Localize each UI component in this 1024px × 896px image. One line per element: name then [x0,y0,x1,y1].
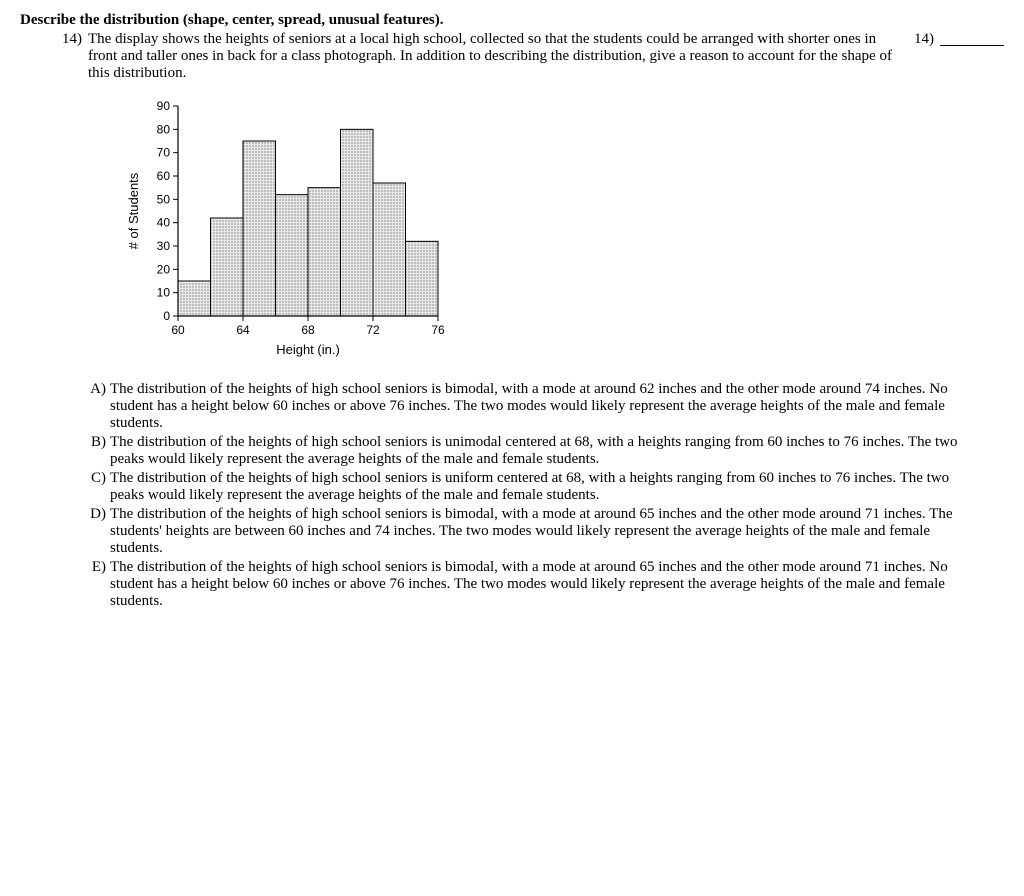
y-tick-label: 50 [157,192,171,206]
question-number-right: 14) [914,31,934,48]
y-tick-label: 90 [157,100,171,113]
histogram-bar [178,281,211,316]
question-text: The display shows the heights of seniors… [88,31,914,82]
x-tick-label: 60 [171,323,185,337]
question-number-left: 14) [20,31,88,48]
y-tick-label: 10 [157,286,171,300]
answer-text: The distribution of the heights of high … [110,559,964,610]
y-tick-label: 60 [157,169,171,183]
answer-choice[interactable]: A)The distribution of the heights of hig… [78,381,964,432]
x-tick-label: 64 [236,323,250,337]
answer-blank[interactable] [940,31,1004,46]
answer-letter: E) [78,559,110,610]
answer-text: The distribution of the heights of high … [110,470,964,504]
histogram-bar [211,218,244,316]
x-tick-label: 72 [366,323,380,337]
y-tick-label: 30 [157,239,171,253]
histogram-bar [406,241,439,316]
y-tick-label: 70 [157,146,171,160]
y-axis-label: # of Students [126,172,141,249]
answer-choice[interactable]: D)The distribution of the heights of hig… [78,506,964,557]
x-axis-label: Height (in.) [276,342,340,357]
histogram-bar [276,195,309,316]
question-row: 14) The display shows the heights of sen… [20,31,1004,82]
x-tick-label: 68 [301,323,315,337]
answer-letter: A) [78,381,110,432]
y-tick-label: 80 [157,122,171,136]
histogram-bar [341,129,374,316]
answer-text: The distribution of the heights of high … [110,381,964,432]
histogram-bar [308,188,341,316]
answer-text: The distribution of the heights of high … [110,506,964,557]
y-tick-label: 0 [163,309,170,323]
answer-choice[interactable]: C)The distribution of the heights of hig… [78,470,964,504]
histogram-bar [243,141,276,316]
answer-choices: A)The distribution of the heights of hig… [78,381,964,610]
y-tick-label: 40 [157,216,171,230]
answer-choice[interactable]: E)The distribution of the heights of hig… [78,559,964,610]
answer-letter: B) [78,434,110,468]
x-tick-label: 76 [431,323,445,337]
answer-text: The distribution of the heights of high … [110,434,964,468]
answer-letter: D) [78,506,110,557]
y-tick-label: 20 [157,262,171,276]
section-heading: Describe the distribution (shape, center… [20,12,1004,29]
answer-choice[interactable]: B)The distribution of the heights of hig… [78,434,964,468]
histogram-chart: 0 10 20 30 40 50 60 70 80 90 # of Students 60 64 68 72… [120,100,1004,367]
answer-letter: C) [78,470,110,504]
histogram-bar [373,183,406,316]
